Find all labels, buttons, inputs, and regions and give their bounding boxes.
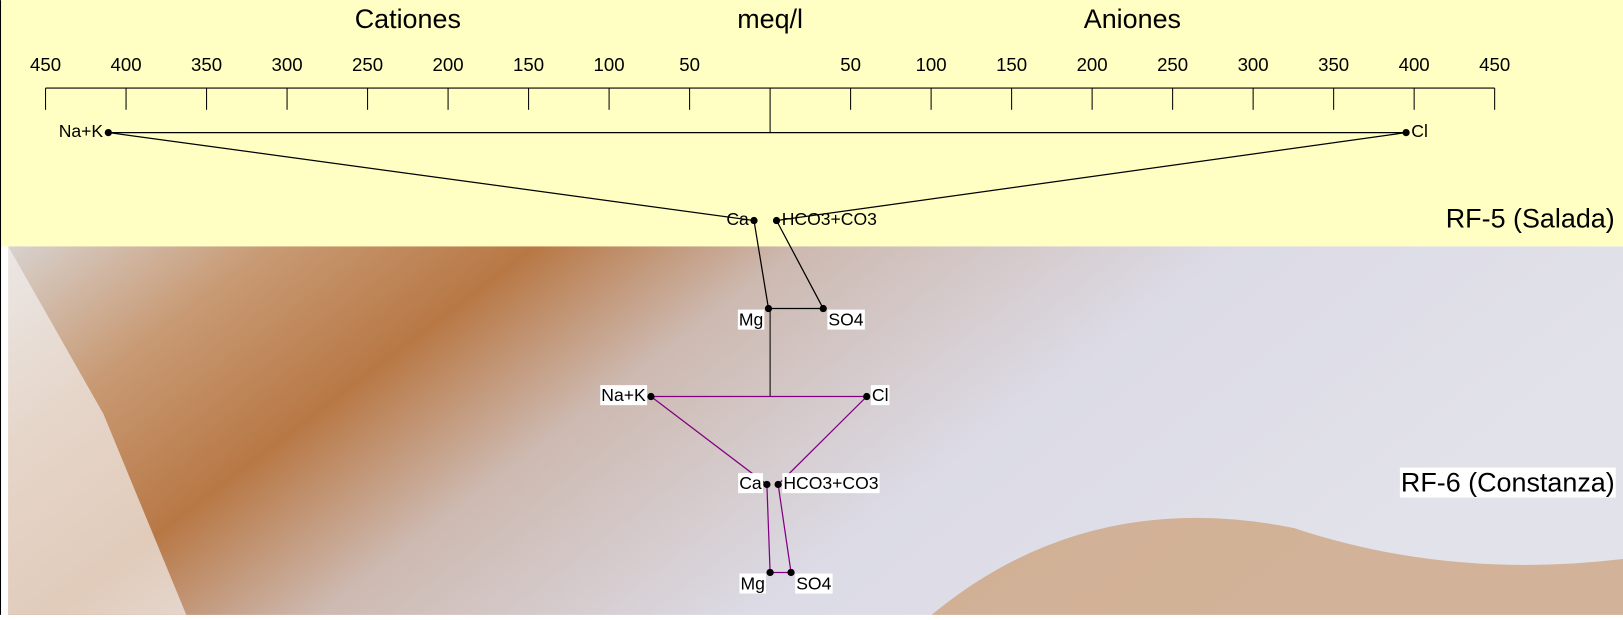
anion-point — [773, 217, 780, 224]
x-tick-label: 400 — [1399, 54, 1430, 75]
cation-point — [763, 481, 770, 488]
anion-point — [820, 305, 827, 312]
x-tick-label: 250 — [1157, 54, 1188, 75]
x-tick-label: 100 — [916, 54, 947, 75]
anion-point — [787, 569, 794, 576]
x-tick-label: 200 — [433, 54, 464, 75]
x-tick-label: 300 — [272, 54, 303, 75]
cation-point — [647, 393, 654, 400]
x-tick-label: 300 — [1238, 54, 1269, 75]
axis-title: meq/l — [737, 4, 803, 34]
ion-label: SO4 — [796, 574, 831, 594]
ion-label: Na+K — [59, 121, 104, 141]
x-tick-label: 150 — [996, 54, 1027, 75]
x-tick-label: 250 — [352, 54, 383, 75]
axis-title: Cationes — [355, 4, 461, 34]
anion-point — [863, 393, 870, 400]
page: Cationes meq/l Aniones 450 400 350 300 250 20… — [0, 0, 1623, 620]
axis-title: Aniones — [1084, 4, 1181, 34]
ion-label: Mg — [739, 310, 763, 330]
x-tick-label: 150 — [513, 54, 544, 75]
ion-label: Ca — [726, 209, 749, 229]
x-tick-label: 450 — [30, 54, 61, 75]
ion-label: Cl — [872, 385, 889, 405]
series-name: RF-6 (Constanza) — [1401, 468, 1615, 498]
ion-label: Ca — [739, 473, 762, 493]
x-tick-label: 50 — [679, 54, 700, 75]
anion-point — [775, 481, 782, 488]
ion-label: HCO3+CO3 — [783, 473, 878, 493]
ion-label: Cl — [1411, 121, 1428, 141]
x-tick-label: 350 — [1318, 54, 1349, 75]
cation-point — [105, 129, 112, 136]
cation-point — [766, 569, 773, 576]
x-tick-label: 400 — [111, 54, 142, 75]
x-tick-label: 350 — [191, 54, 222, 75]
cation-point — [765, 305, 772, 312]
ion-label: Mg — [740, 574, 764, 594]
x-tick-label: 200 — [1077, 54, 1108, 75]
series-name: RF-5 (Salada) — [1446, 204, 1615, 234]
ion-label: HCO3+CO3 — [782, 209, 877, 229]
x-tick-label: 50 — [840, 54, 861, 75]
cation-point — [750, 217, 757, 224]
x-tick-label: 100 — [594, 54, 625, 75]
ion-label: SO4 — [828, 310, 863, 330]
chart: Cationes meq/l Aniones 450 400 350 300 250 20… — [0, 0, 1623, 615]
x-tick-label: 450 — [1479, 54, 1510, 75]
anion-point — [1402, 129, 1409, 136]
ion-label: Na+K — [601, 385, 646, 405]
